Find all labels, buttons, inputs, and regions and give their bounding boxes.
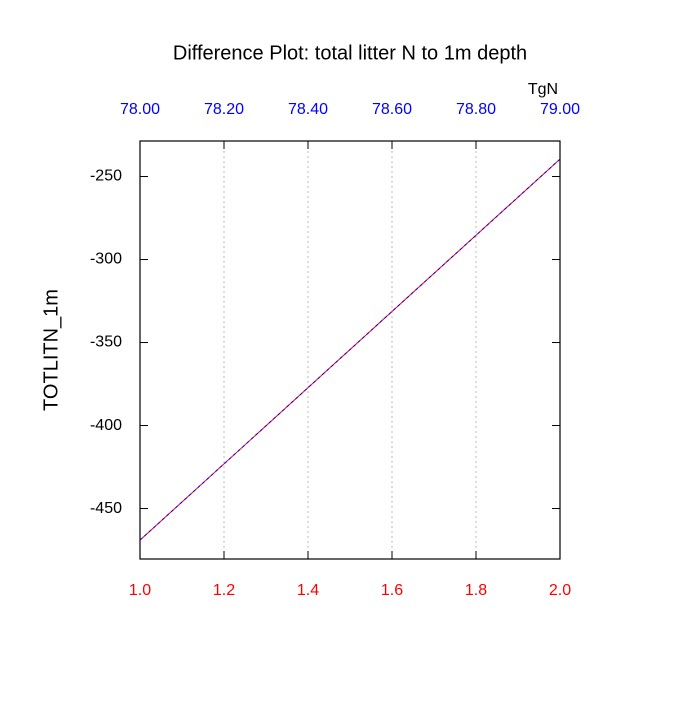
x2-tick-label: 78.40 bbox=[288, 101, 328, 118]
y-tick-label: -450 bbox=[90, 500, 122, 517]
chart-title: Difference Plot: total litter N to 1m de… bbox=[173, 42, 527, 64]
x-tick-label: 1.6 bbox=[381, 582, 403, 599]
x-tick-label: 2.0 bbox=[549, 582, 571, 599]
x-tick-label: 1.2 bbox=[213, 582, 235, 599]
x2-tick-label: 78.00 bbox=[120, 101, 160, 118]
y-tick-label: -350 bbox=[90, 334, 122, 351]
y-axis-label: TOTLITN_1m bbox=[40, 289, 62, 411]
y-tick-label: -250 bbox=[90, 168, 122, 185]
x2-tick-label: 78.60 bbox=[372, 101, 412, 118]
x2-tick-label: 78.20 bbox=[204, 101, 244, 118]
x-tick-label: 1.8 bbox=[465, 582, 487, 599]
x-tick-label: 1.4 bbox=[297, 582, 319, 599]
data-line bbox=[139, 158, 561, 541]
x2-axis-label: TgN bbox=[528, 81, 558, 98]
x2-tick-label: 79.00 bbox=[540, 101, 580, 118]
plot-frame bbox=[139, 140, 561, 560]
y-tick-label: -400 bbox=[90, 417, 122, 434]
x-tick-label: 1.0 bbox=[129, 582, 151, 599]
x2-tick-label: 78.80 bbox=[456, 101, 496, 118]
y-tick-label: -300 bbox=[90, 251, 122, 268]
